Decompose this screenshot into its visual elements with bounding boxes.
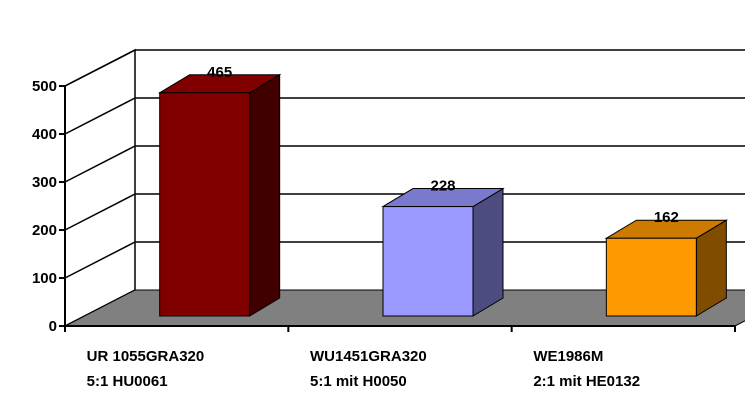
category-label-line: 2:1 mit HE0132 — [533, 373, 640, 390]
gridline-side — [64, 241, 136, 279]
category-label-line: WU1451GRA320 — [310, 348, 427, 365]
side-wall — [64, 48, 136, 328]
y-tick-label: 0 — [49, 318, 57, 335]
axes — [59, 85, 736, 332]
category-labels: UR 1055GRA320 5:1 HU0061 WU1451GRA320 5:1 m… — [87, 348, 640, 390]
gridline-side — [64, 193, 136, 231]
bar-side — [249, 73, 281, 317]
category-label: UR 1055GRA320 5:1 HU0061 — [87, 348, 205, 390]
data-label: 465 — [207, 64, 232, 81]
category-label-line: UR 1055GRA320 — [87, 348, 205, 365]
bar-front — [605, 237, 697, 317]
category-label-line: 5:1 mit H0050 — [310, 373, 407, 390]
bars — [157, 73, 729, 317]
category-label-line: 5:1 HU0061 — [87, 373, 168, 390]
bar-front — [159, 92, 251, 317]
data-label: 162 — [654, 209, 679, 226]
y-tick-labels: 0 100 200 300 400 500 — [32, 78, 57, 335]
y-tick-label: 500 — [32, 78, 57, 95]
gridline-side — [64, 49, 136, 87]
bar — [604, 219, 729, 317]
data-label: 228 — [430, 178, 455, 195]
gridline-side — [64, 145, 136, 183]
category-label: WE1986M 2:1 mit HE0132 — [533, 348, 640, 390]
y-tick-label: 400 — [32, 126, 57, 143]
category-label: WU1451GRA320 5:1 mit H0050 — [310, 348, 427, 390]
bar — [157, 73, 282, 317]
bar-side — [472, 187, 504, 317]
y-tick-label: 200 — [32, 222, 57, 239]
bar — [381, 187, 505, 317]
gridline-side — [64, 97, 136, 135]
y-tick-label: 300 — [32, 174, 57, 191]
data-labels: 465 228 162 — [207, 64, 679, 226]
y-tick-label: 100 — [32, 270, 57, 287]
bar-front — [382, 206, 474, 317]
category-label-line: WE1986M — [533, 348, 603, 365]
